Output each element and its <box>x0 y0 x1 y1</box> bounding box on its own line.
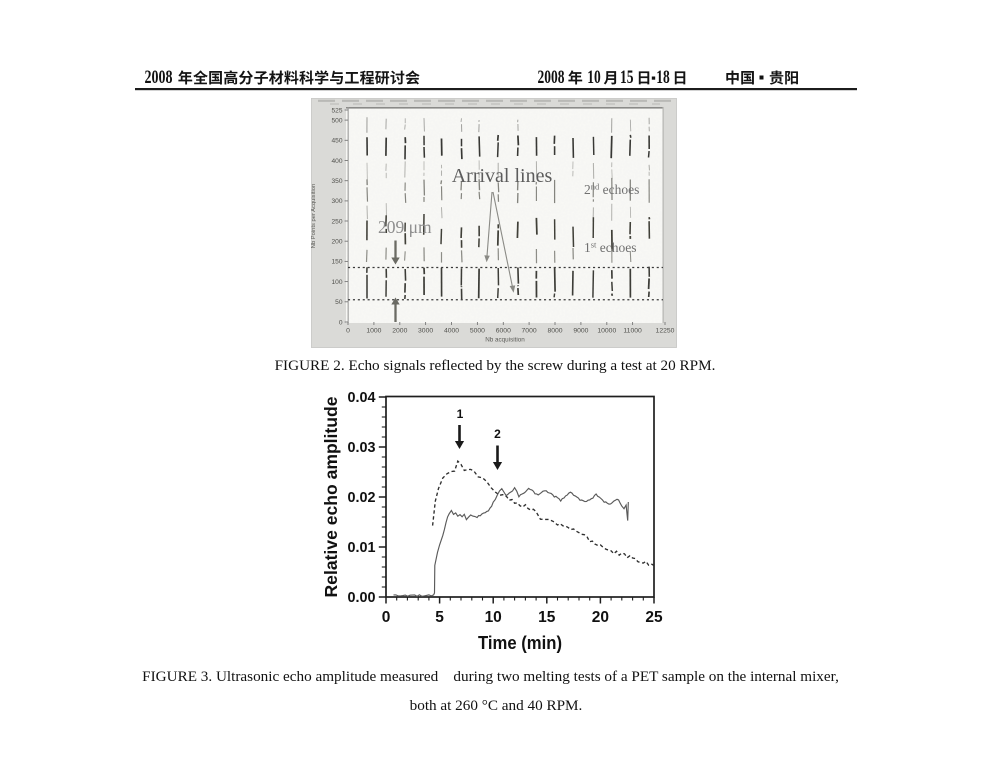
svg-text:3000: 3000 <box>418 328 433 335</box>
svg-text:4000: 4000 <box>444 328 459 335</box>
svg-text:0.04: 0.04 <box>348 390 376 406</box>
svg-text:150: 150 <box>331 259 342 266</box>
svg-text:500: 500 <box>331 117 342 124</box>
svg-text:350: 350 <box>331 178 342 185</box>
svg-text:200: 200 <box>331 239 342 246</box>
svg-text:8000: 8000 <box>547 328 562 335</box>
svg-text:5: 5 <box>435 609 444 626</box>
svg-text:7000: 7000 <box>522 328 537 335</box>
svg-text:9000: 9000 <box>573 328 588 335</box>
svg-text:0.03: 0.03 <box>348 440 376 456</box>
svg-text:300: 300 <box>331 198 342 205</box>
svg-text:1000: 1000 <box>366 328 381 335</box>
svg-text:100: 100 <box>331 279 342 286</box>
svg-text:10: 10 <box>587 67 601 88</box>
svg-text:1st echoes: 1st echoes <box>584 240 637 256</box>
svg-text:250: 250 <box>331 218 342 225</box>
svg-text:10: 10 <box>485 609 502 626</box>
svg-text:2: 2 <box>494 427 501 441</box>
svg-text:5000: 5000 <box>470 328 485 335</box>
svg-text:2008: 2008 <box>145 67 173 88</box>
svg-text:525: 525 <box>331 107 342 114</box>
svg-text:2000: 2000 <box>392 328 407 335</box>
svg-text:Nb Points per Acquisition: Nb Points per Acquisition <box>311 184 317 248</box>
svg-text:450: 450 <box>331 138 342 145</box>
svg-text:18: 18 <box>656 67 670 88</box>
svg-text:0: 0 <box>382 609 391 626</box>
svg-text:Arrival lines: Arrival lines <box>452 165 553 187</box>
svg-text:10000: 10000 <box>597 328 616 335</box>
svg-text:0: 0 <box>339 319 343 326</box>
svg-text:209 μm: 209 μm <box>378 217 432 237</box>
svg-text:25: 25 <box>645 609 663 626</box>
svg-text:0.02: 0.02 <box>348 490 376 506</box>
svg-text:Time (min): Time (min) <box>478 632 562 653</box>
svg-text:20: 20 <box>592 609 609 626</box>
svg-text:6000: 6000 <box>496 328 511 335</box>
svg-text:Nb acquisition: Nb acquisition <box>485 337 525 344</box>
svg-text:0.01: 0.01 <box>348 540 376 556</box>
svg-text:1: 1 <box>457 407 464 421</box>
svg-text:50: 50 <box>335 299 343 306</box>
svg-text:0.00: 0.00 <box>348 590 376 606</box>
svg-text:0: 0 <box>346 328 350 335</box>
svg-text:Relative echo amplitude: Relative echo amplitude <box>321 396 341 597</box>
svg-text:11000: 11000 <box>623 328 642 335</box>
svg-text:15: 15 <box>620 67 634 88</box>
svg-text:12250: 12250 <box>656 328 675 335</box>
svg-text:400: 400 <box>331 158 342 165</box>
svg-text:15: 15 <box>538 609 556 626</box>
svg-text:2008: 2008 <box>538 67 565 88</box>
